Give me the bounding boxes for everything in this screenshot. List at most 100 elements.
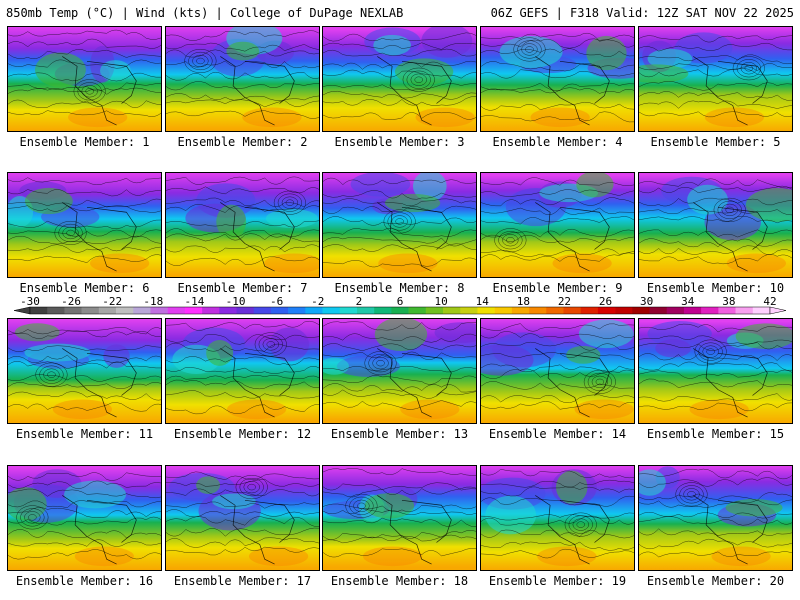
colorbar-segment [460,307,478,314]
colorbar-segment [580,307,599,314]
ensemble-map-panel [638,172,793,278]
ensemble-map-panel [165,172,320,278]
ensemble-map-panel [7,318,162,424]
colorbar-segment [683,307,702,314]
colorbar-segment [408,307,427,314]
colorbar-tick-label: 2 [356,296,363,308]
ensemble-member-label: Ensemble Member: 2 [177,135,308,149]
colorbar-segment [563,307,581,314]
ensemble-member-label: Ensemble Member: 20 [646,574,785,588]
colorbar-segment [47,307,65,314]
colorbar-tick-label: -18 [143,296,163,308]
colorbar-tick-label: -14 [185,296,205,308]
colorbar-tick-label: 10 [434,296,447,308]
colorbar-tick-label: 26 [599,296,612,308]
colorbar-tick-label: 42 [763,296,776,308]
colorbar-segment [649,307,668,314]
ensemble-member-label: Ensemble Member: 10 [646,281,785,295]
colorbar-segment [425,307,444,314]
ensemble-member-label: Ensemble Member: 7 [177,281,308,295]
colorbar-left-arrow [13,306,31,315]
colorbar-tick-label: -6 [270,296,283,308]
colorbar-segment [718,307,736,314]
colorbar-segment [236,307,255,314]
ensemble-member-label: Ensemble Member: 16 [15,574,154,588]
colorbar-tick-label: -30 [20,296,40,308]
ensemble-map-panel [638,26,793,132]
temperature-colorbar: -30 -26 -22 -18 -14 -10 -6 -2 2 6 10 14 18 22 26 30 34 38… [13,296,787,315]
ensemble-member-label: Ensemble Member: 15 [646,427,785,441]
ensemble-member-label: Ensemble Member: 17 [173,574,312,588]
ensemble-member-label: Ensemble Member: 18 [330,574,469,588]
colorbar-segment [253,307,272,314]
colorbar-segment [374,307,392,314]
colorbar-segment [356,307,375,314]
ensemble-map-panel [638,465,793,571]
colorbar-segment [597,307,616,314]
ensemble-member-label: Ensemble Member: 8 [334,281,465,295]
ensemble-member-label: Ensemble Member: 12 [173,427,312,441]
colorbar-segment [529,307,547,314]
ensemble-map-panel [480,172,635,278]
ensemble-map-panel [7,172,162,278]
ensemble-map-panel [322,172,477,278]
colorbar-segment [615,307,633,314]
colorbar-segment [752,307,771,314]
colorbar-segment [202,307,220,314]
colorbar-segment [116,307,134,314]
colorbar-segment [735,307,754,314]
colorbar-tick-label: 18 [517,296,530,308]
ensemble-map-panel [165,26,320,132]
ensemble-map-panel [322,26,477,132]
ensemble-member-label: Ensemble Member: 19 [488,574,627,588]
ensemble-member-label: Ensemble Member: 5 [650,135,781,149]
colorbar-segment [98,307,117,314]
colorbar-tick-label: -22 [102,296,122,308]
ensemble-member-label: Ensemble Member: 4 [492,135,623,149]
colorbar-segment [339,307,358,314]
ensemble-member-label: Ensemble Member: 14 [488,427,627,441]
colorbar-tick-label: 34 [681,296,695,308]
colorbar-segment [391,307,409,314]
ensemble-map-panel [480,318,635,424]
ensemble-member-label: Ensemble Member: 3 [334,135,465,149]
colorbar-segment [30,307,48,314]
colorbar-tick-label: 30 [640,296,653,308]
colorbar-segment [150,307,168,314]
colorbar-segment [701,307,719,314]
ensemble-member-label: Ensemble Member: 11 [15,427,154,441]
colorbar-segment [632,307,650,314]
colorbar-tick-label: 22 [558,296,571,308]
colorbar-segment [477,307,495,314]
colorbar-tick-label: 14 [476,296,490,308]
ensemble-member-label: Ensemble Member: 13 [330,427,469,441]
colorbar-right-arrow [769,306,787,315]
colorbar-tick-label: 38 [722,296,735,308]
map-title: 850mb Temp (°C) | Wind (kts) | College o… [6,6,404,20]
colorbar-segment [322,307,341,314]
colorbar-segment [64,307,82,314]
colorbar-segment [219,307,237,314]
valid-time: 06Z GEFS | F318 Valid: 12Z SAT NOV 22 20… [490,6,794,20]
colorbar-segment [443,307,461,314]
colorbar-segment [494,307,513,314]
ensemble-map-panel [480,26,635,132]
colorbar-tick-label: -26 [61,296,81,308]
colorbar-segment [546,307,564,314]
colorbar-segment [184,307,203,314]
ensemble-member-label: Ensemble Member: 9 [492,281,623,295]
colorbar-tick-label: -2 [311,296,324,308]
colorbar-segment [167,307,186,314]
colorbar-tick-label: 6 [397,296,404,308]
colorbar-segment [511,307,530,314]
ensemble-map-panel [7,465,162,571]
colorbar-segment [288,307,306,314]
colorbar-segment [270,307,289,314]
ensemble-member-label: Ensemble Member: 6 [19,281,150,295]
ensemble-map-panel [322,318,477,424]
colorbar-segment [666,307,685,314]
ensemble-map-panel [480,465,635,571]
ensemble-map-panel [322,465,477,571]
colorbar-segment [81,307,100,314]
colorbar-segment [133,307,151,314]
